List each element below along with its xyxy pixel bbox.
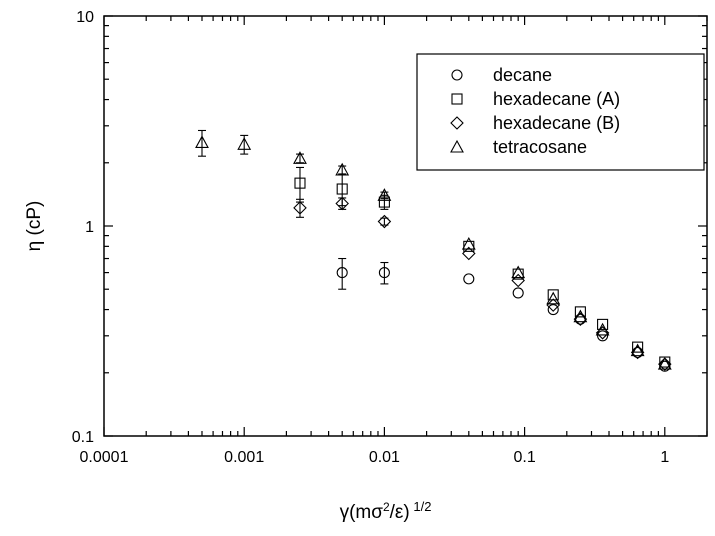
x-tick-label: 0.01 — [369, 449, 400, 466]
data-point-triangle — [546, 291, 561, 305]
legend-label: decane — [493, 65, 552, 85]
legend-circle-marker — [451, 69, 463, 81]
data-point-circle — [336, 267, 348, 279]
legend-diamond-marker — [450, 116, 464, 130]
x-tick-label: 0.001 — [224, 449, 264, 466]
data-point-triangle — [511, 265, 526, 279]
data-point-circle — [378, 267, 390, 279]
data-point-square — [597, 318, 609, 330]
data-point-square — [512, 268, 524, 280]
x-tick-label: 0.1 — [513, 449, 535, 466]
data-point-triangle — [630, 343, 645, 357]
data-point-diamond — [546, 298, 560, 312]
legend-label: hexadecane (B) — [493, 113, 620, 133]
data-point-diamond — [377, 214, 392, 229]
data-point-triangle — [573, 309, 588, 323]
data-point-circle — [574, 313, 586, 325]
data-point-diamond — [511, 273, 525, 288]
legend-triangle-marker — [450, 139, 464, 153]
data-point-circle — [512, 287, 524, 299]
data-point-triangle — [237, 137, 252, 150]
x-tick-label: 1 — [660, 449, 669, 466]
data-point-triangle — [461, 236, 476, 250]
data-point-diamond — [293, 201, 307, 215]
series-circle — [336, 257, 671, 372]
y-tick-label: 0.1 — [72, 429, 94, 446]
data-point-circle — [547, 304, 559, 316]
data-point-diamond — [335, 196, 349, 211]
data-point-square — [294, 177, 306, 189]
data-point-circle — [463, 273, 475, 285]
data-point-triangle — [595, 322, 610, 336]
series-triangle — [195, 129, 672, 370]
series-diamond — [293, 196, 672, 371]
x-axis-title: γ(mσ2/ε) 1/2 — [340, 499, 432, 524]
legend-square-marker — [451, 93, 463, 105]
data-point-triangle — [657, 356, 672, 370]
data-point-triangle — [377, 188, 392, 201]
data-point-triangle — [195, 135, 209, 148]
data-point-triangle — [293, 151, 307, 164]
y-tick-label: 10 — [76, 9, 94, 26]
y-axis-title: η (cP) — [24, 201, 45, 252]
legend-label: hexadecane (A) — [493, 89, 620, 109]
data-point-square — [463, 240, 475, 252]
x-tick-label: 0.0001 — [80, 449, 129, 466]
data-point-square — [632, 341, 644, 353]
series-square — [294, 166, 671, 368]
y-tick-label: 1 — [85, 219, 94, 236]
legend-label: tetracosane — [493, 137, 587, 157]
data-point-diamond — [462, 246, 476, 261]
legend-box — [416, 53, 705, 171]
data-point-square — [574, 306, 586, 318]
data-point-triangle — [335, 162, 350, 176]
data-point-circle — [597, 330, 609, 342]
data-point-diamond — [630, 345, 645, 360]
data-point-diamond — [658, 357, 672, 371]
data-point-square — [336, 183, 348, 195]
